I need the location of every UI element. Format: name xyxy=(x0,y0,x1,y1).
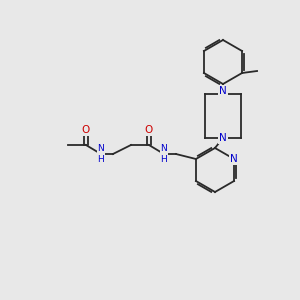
Text: N
H: N H xyxy=(98,144,104,164)
Text: N: N xyxy=(230,154,238,164)
Text: N
H: N H xyxy=(160,144,167,164)
Text: O: O xyxy=(145,125,153,135)
Text: N: N xyxy=(219,86,227,96)
Text: N: N xyxy=(219,133,227,143)
Text: O: O xyxy=(82,125,90,135)
